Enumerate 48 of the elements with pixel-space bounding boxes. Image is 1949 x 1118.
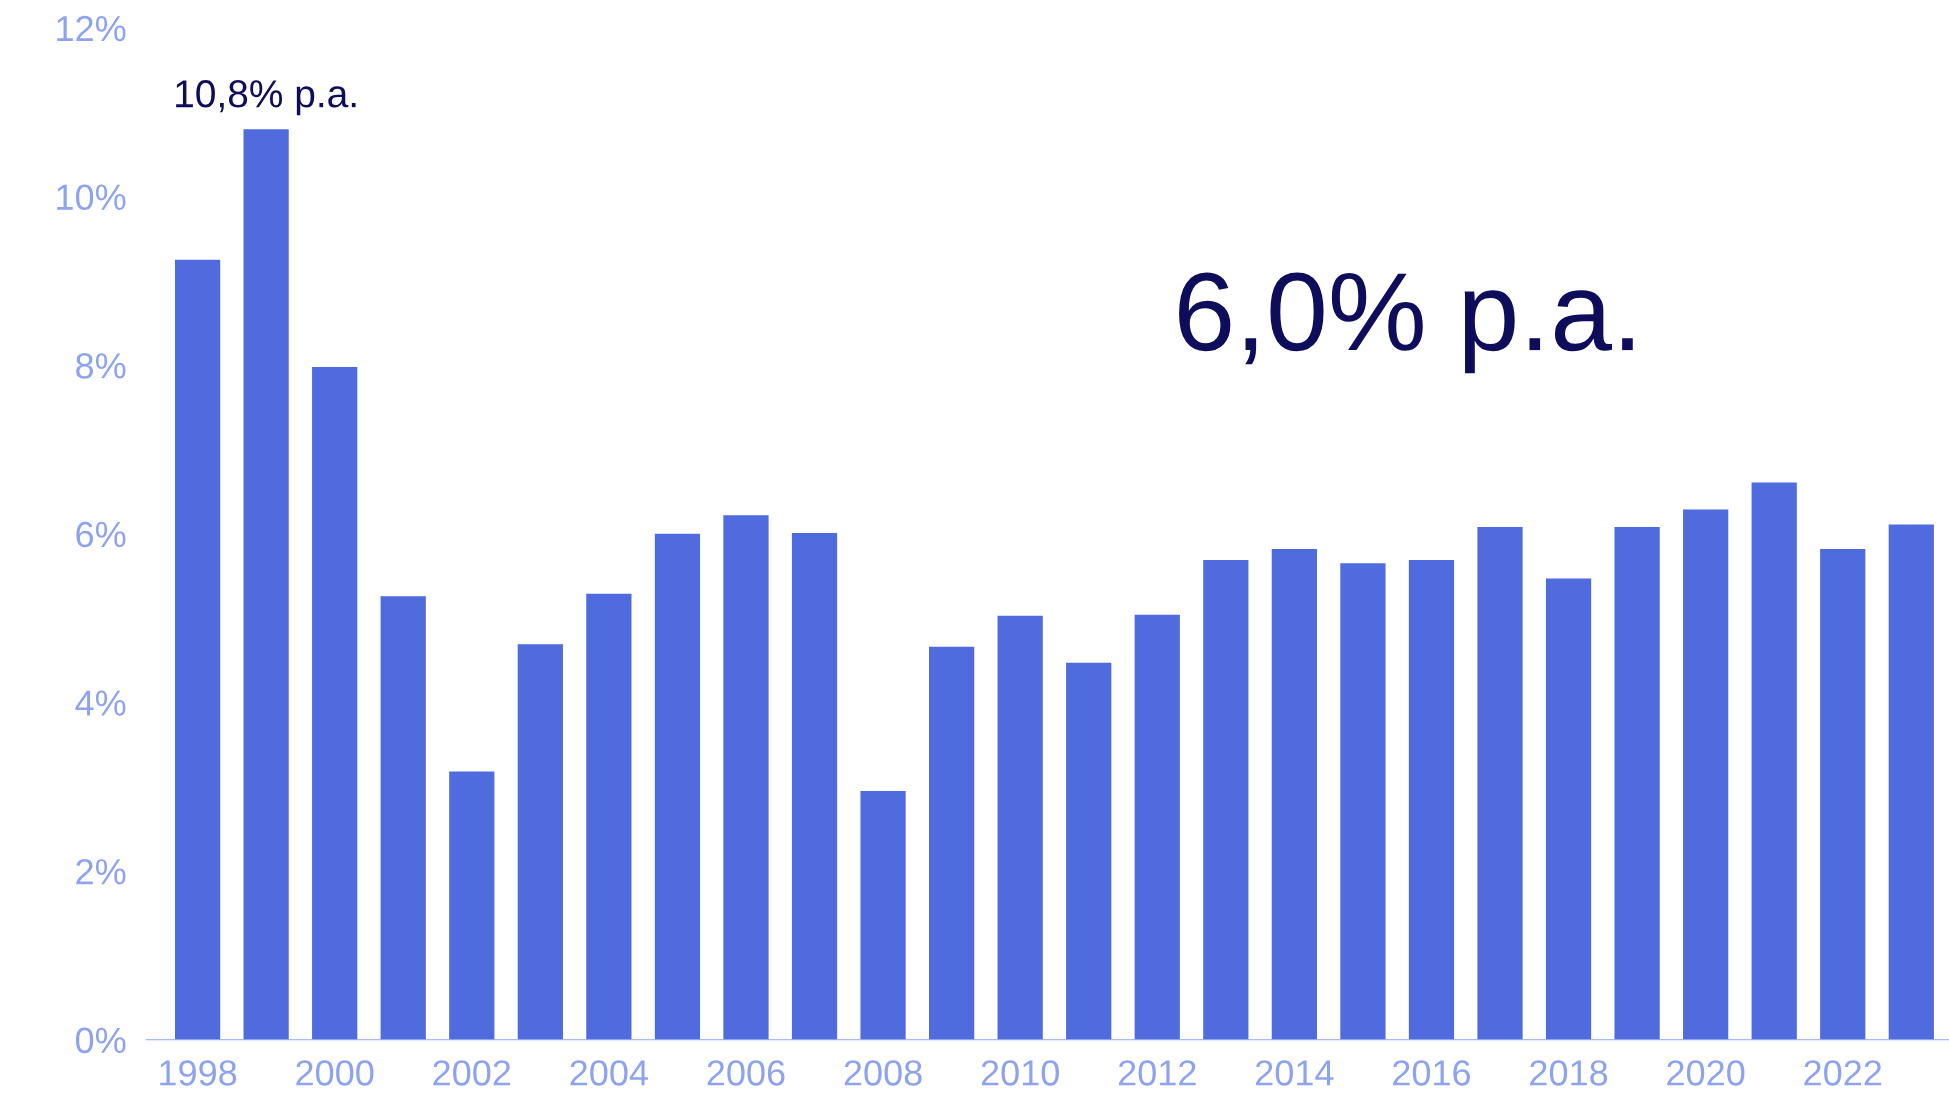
bar — [654, 533, 701, 1040]
bar — [1271, 549, 1317, 1040]
y-tick-label: 0% — [75, 1027, 126, 1054]
bar — [1477, 527, 1523, 1040]
bar — [586, 593, 632, 1040]
x-tick-label: 2000 — [296, 1060, 374, 1086]
y-tick-label: 12% — [57, 15, 126, 42]
x-tick-label: 2022 — [1804, 1060, 1882, 1086]
x-tick-label: 2006 — [707, 1060, 785, 1086]
y-tick-label: 6% — [76, 521, 126, 548]
bar — [791, 533, 838, 1040]
x-tick-label: 2008 — [844, 1060, 922, 1086]
bar — [1888, 524, 1934, 1040]
annotation: 6,0% p.a. — [1179, 272, 1633, 374]
bar — [1820, 549, 1866, 1040]
bar — [1203, 559, 1249, 1040]
bar — [997, 615, 1043, 1040]
bar — [1545, 578, 1592, 1040]
bar — [929, 646, 975, 1040]
bar — [1408, 559, 1455, 1040]
bar — [517, 644, 563, 1040]
bar — [243, 129, 289, 1040]
y-tick-label: 2% — [76, 858, 126, 885]
bar — [1340, 563, 1386, 1040]
bar — [174, 259, 221, 1040]
bar — [380, 596, 426, 1040]
bar — [1134, 614, 1180, 1040]
bar — [723, 515, 769, 1040]
x-tick-label: 2020 — [1667, 1060, 1745, 1086]
bar — [1066, 662, 1112, 1040]
x-tick-label: 2002 — [433, 1060, 511, 1086]
bar — [1614, 527, 1660, 1040]
bar — [860, 791, 906, 1040]
y-tick-label: 4% — [75, 690, 126, 716]
x-tick-label: 2004 — [570, 1060, 648, 1086]
x-tick-label: 2014 — [1256, 1060, 1334, 1086]
bar — [449, 771, 495, 1040]
x-tick-label: 2010 — [981, 1060, 1059, 1086]
x-tick-label: 1998 — [160, 1060, 237, 1086]
x-tick-label: 2018 — [1530, 1060, 1608, 1086]
data-label: 10,8% p.a. — [176, 80, 356, 116]
y-tick-label: 10% — [57, 184, 126, 211]
bar — [1683, 509, 1729, 1040]
bar — [312, 366, 358, 1040]
bar — [1751, 482, 1797, 1040]
x-tick-label: 2016 — [1393, 1060, 1471, 1086]
x-tick-label: 2012 — [1118, 1060, 1196, 1086]
y-tick-label: 8% — [76, 353, 126, 379]
